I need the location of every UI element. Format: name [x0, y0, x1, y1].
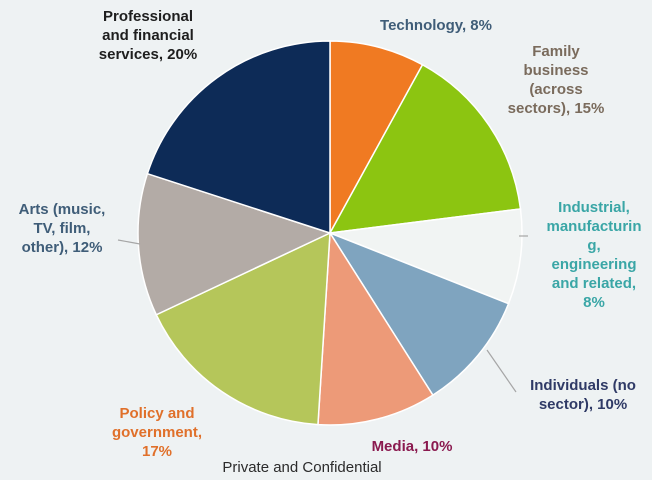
slice-label-0: Technology, 8% [380, 17, 492, 34]
slice-label-line: manufacturin [546, 218, 641, 235]
slice-label-line: Technology, 8% [380, 17, 492, 34]
slice-label-line: 17% [142, 443, 172, 460]
slice-label-line: other), 12% [22, 239, 103, 256]
slice-label-line: services, 20% [99, 46, 197, 63]
slice-label-line: and financial [102, 27, 194, 44]
slice-label-line: TV, film, [34, 220, 91, 237]
slice-label-line: Industrial, [558, 199, 630, 216]
slice-label-line: 8% [583, 294, 605, 311]
pie-slice-6 [137, 172, 333, 316]
pie-slice-4 [317, 230, 434, 426]
slice-label-line: Professional [103, 8, 193, 25]
footer-confidential: Private and Confidential [222, 459, 382, 476]
slice-label-line: and related, [552, 275, 636, 292]
pie-slice-2 [329, 208, 523, 305]
pie-slice-3 [328, 231, 510, 397]
slice-label-5: Policy and government, 17% [112, 405, 202, 460]
slice-label-line: (across [529, 81, 582, 98]
pie-slice-1 [328, 63, 522, 234]
pie-slice-7 [146, 40, 331, 235]
slice-label-3: Individuals (no sector), 10% [530, 377, 636, 413]
slice-label-line: Family [532, 43, 580, 60]
slice-label-line: sectors), 15% [508, 100, 605, 117]
leader-line-3 [486, 349, 517, 393]
slice-label-line: Media, 10% [372, 438, 453, 455]
slice-label-2: Industrial, manufacturin g, engineering and … [546, 199, 641, 311]
slice-label-line: Arts (music, [19, 201, 106, 218]
slice-label-line: engineering [551, 256, 636, 273]
slice-label-1: Family business (across sectors), 15% [508, 43, 605, 117]
slice-label-line: Individuals (no [530, 377, 636, 394]
slice-label-line: government, [112, 424, 202, 441]
slice-label-6: Arts (music, TV, film, other), 12% [19, 201, 106, 256]
slice-label-7: Professional and financial services, 20% [99, 8, 197, 63]
slice-label-line: g, [587, 237, 600, 254]
pie-slice-5 [155, 231, 331, 426]
slice-label-line: business [523, 62, 588, 79]
slice-label-4: Media, 10% [372, 438, 453, 455]
slice-label-line: sector), 10% [539, 396, 627, 413]
leader-line-6 [117, 239, 141, 245]
pie-slice-0 [329, 40, 424, 234]
slice-label-line: Policy and [119, 405, 194, 422]
